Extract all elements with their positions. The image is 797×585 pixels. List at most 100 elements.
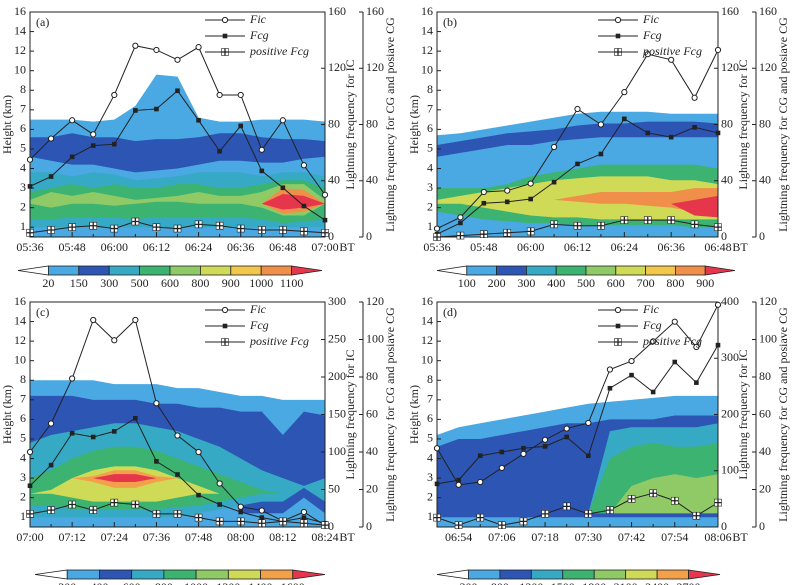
y-tick-label: 6 (20, 121, 26, 135)
point (26, 229, 34, 237)
point (321, 191, 329, 198)
point (457, 214, 464, 221)
series (433, 489, 722, 529)
point (644, 51, 651, 58)
point (433, 445, 441, 452)
colorbar-label: 1500 (551, 580, 575, 585)
y2-tick-label: 150 (328, 406, 346, 420)
contour-band (437, 188, 718, 216)
point (259, 168, 265, 174)
legend-marker (614, 16, 622, 24)
colorbar-segment (292, 569, 326, 580)
point (455, 521, 463, 529)
y3-tick-label: 0 (759, 229, 765, 243)
point (110, 225, 118, 233)
x-tick-label: 06:24 (611, 240, 638, 254)
legend-marker (222, 323, 228, 329)
colorbar-segment (17, 265, 49, 276)
contour-fill (437, 111, 718, 237)
y3-tick-label: 60 (759, 406, 771, 420)
colorbar-segment (48, 265, 80, 276)
point (503, 229, 511, 237)
point (714, 499, 722, 507)
x-tick-label: 08:00 (227, 530, 254, 544)
colorbar-segment (585, 265, 617, 276)
series-line (436, 304, 719, 486)
point (238, 123, 244, 129)
point (586, 453, 591, 459)
point (110, 499, 118, 507)
y-tick-label: 12 (421, 43, 433, 57)
contour-band (30, 193, 325, 210)
point (628, 357, 635, 365)
colorbar-label: 500 (577, 276, 595, 290)
y2-tick-label: 0 (328, 229, 334, 243)
point (550, 220, 558, 228)
colorbar-label: 2400 (645, 580, 669, 585)
colorbar-segment (260, 265, 293, 276)
point (237, 91, 244, 99)
point (153, 400, 160, 407)
colorbar-segment (688, 569, 721, 580)
y2-tick-label: 0 (721, 519, 727, 533)
x-unit: BT (339, 240, 355, 254)
point (692, 512, 700, 520)
point (111, 141, 117, 147)
contour-fill (437, 395, 718, 527)
point (152, 223, 160, 231)
point (606, 366, 614, 373)
y-axis-title: Height (km) (0, 385, 14, 444)
colorbar-segment (615, 265, 646, 276)
colorbar-segment (131, 569, 165, 580)
point (27, 184, 33, 189)
contour-band (30, 470, 325, 488)
point (27, 483, 33, 489)
panel: (b)1234567810121416040801201600408012016… (407, 4, 790, 290)
point (644, 216, 652, 224)
point (691, 220, 699, 228)
colorbar-segment (78, 265, 110, 276)
point (433, 225, 441, 232)
colorbar-label: 150 (70, 276, 88, 290)
series (26, 217, 329, 237)
x-tick-label: 07:48 (185, 530, 212, 544)
colorbar-segment (530, 569, 564, 580)
y-tick-label: 3 (427, 180, 433, 194)
y2-axis-title: Lightning frequency for IC (343, 349, 357, 479)
y3-tick-label: 40 (366, 444, 378, 458)
point (68, 501, 76, 508)
series (26, 498, 329, 529)
series (26, 42, 329, 198)
legend-marker (614, 48, 622, 56)
y-tick-label: 2 (427, 199, 433, 213)
x-tick-label: 07:36 (143, 530, 170, 544)
point (280, 185, 286, 191)
y-tick-label: 10 (14, 62, 26, 76)
colorbar-label: 1000 (184, 580, 208, 585)
point (48, 462, 54, 468)
y3-tick-label: 20 (366, 481, 378, 495)
y-axis-title: Height (km) (0, 95, 14, 154)
y-tick-label: 3 (20, 470, 26, 484)
y2-tick-label: 200 (328, 369, 346, 383)
x-tick-label: 08:12 (269, 530, 296, 544)
colorbar-label: 100 (458, 276, 476, 290)
y-tick-label: 5 (427, 431, 433, 445)
y3-tick-label: 160 (759, 4, 777, 18)
point (216, 480, 223, 487)
point (433, 233, 441, 241)
point (498, 521, 506, 529)
series (433, 216, 722, 241)
point (47, 226, 55, 234)
y-tick-label: 7 (20, 392, 26, 406)
colorbar-label: 1400 (249, 580, 273, 585)
y-tick-label: 1 (20, 219, 26, 233)
point (563, 502, 571, 510)
colorbar-segment (593, 569, 627, 580)
point (26, 510, 34, 518)
point (667, 216, 675, 224)
legend-label: Fic (642, 302, 660, 316)
y-tick-label: 1 (20, 509, 26, 523)
legend-label: Fcg (249, 318, 269, 332)
